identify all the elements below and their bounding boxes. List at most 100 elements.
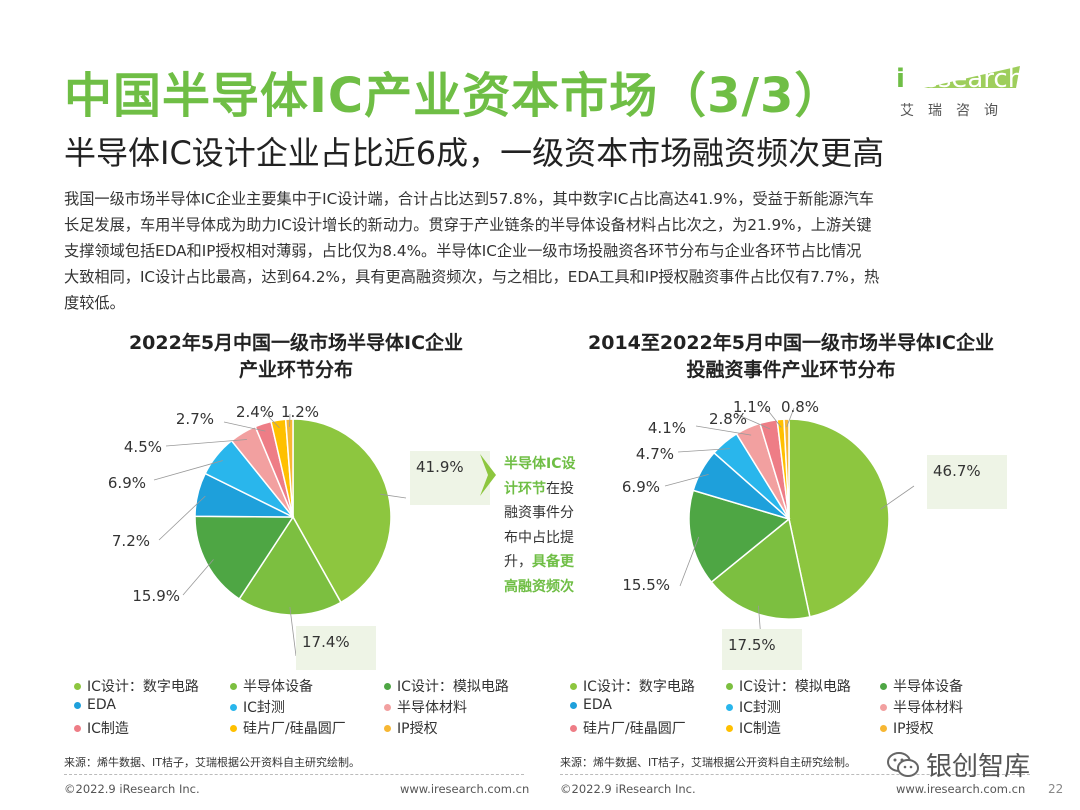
leader-line xyxy=(158,495,206,541)
pie-slice xyxy=(284,418,294,518)
callout-text: 半导体IC设 计环节在投 融资事件分 布中占比提 升，具备更 高融资频次 xyxy=(504,452,584,599)
legend-swatch-icon xyxy=(880,682,887,690)
legend-label: 半导体材料 xyxy=(397,700,467,716)
pie-slice xyxy=(783,418,790,520)
left-chart-legend: IC设计：数字电路 半导体设备 IC设计：模拟电路 EDA IC封测 半导体材料 IC制造 硅… xyxy=(74,676,514,742)
callout-text-part: 布中占比提 xyxy=(504,529,574,546)
legend-item: IC设计：数字电路 xyxy=(74,676,199,696)
left-chart-title: 2022年5月中国一级市场半导体IC企业 产业环节分布 xyxy=(96,330,496,384)
right-chart-legend: IC设计：数字电路 IC设计：模拟电路 半导体设备 EDA IC封测 半导体材料硅片厂/硅… xyxy=(570,676,1010,742)
legend-item: IC封测 xyxy=(726,697,781,717)
leader-line xyxy=(677,448,730,453)
right-site-link[interactable]: www.iresearch.com.cn xyxy=(896,782,1026,796)
legend-swatch-icon xyxy=(74,701,81,709)
right-chart-title: 2014至2022年5月中国一级市场半导体IC企业 投融资事件产业环节分布 xyxy=(556,330,1026,384)
legend-swatch-icon xyxy=(880,724,887,732)
legend-label: IC设计：数字电路 xyxy=(583,679,695,695)
leader-line xyxy=(182,559,214,596)
data-label: 15.5% xyxy=(622,576,670,594)
legend-item: EDA xyxy=(74,697,116,713)
legend-item: 半导体材料 xyxy=(384,697,467,717)
leader-line xyxy=(765,407,782,428)
wechat-icon xyxy=(887,751,919,777)
legend-swatch-icon xyxy=(880,703,887,711)
data-label: 2.4% xyxy=(236,403,274,421)
legend-item: 半导体设备 xyxy=(880,676,963,696)
data-label: 6.9% xyxy=(622,478,660,496)
data-label: 1.2% xyxy=(281,403,319,421)
legend-item: IC设计：模拟电路 xyxy=(726,676,851,696)
data-label: 6.9% xyxy=(108,474,146,492)
leader-line xyxy=(664,473,709,487)
callout-highlight: 计环节 xyxy=(504,480,546,497)
data-label: 17.4% xyxy=(302,633,350,651)
legend-swatch-icon xyxy=(74,682,81,690)
legend-item: 半导体材料 xyxy=(880,697,963,717)
right-source-note: 来源：烯牛数据、IT桔子，艾瑞根据公开资料自主研究绘制。 xyxy=(560,756,856,769)
paragraph-line: 我国一级市场半导体IC企业主要集中于IC设计端，合计占比达到57.8%，其中数字… xyxy=(64,190,874,208)
legend-label: EDA xyxy=(583,697,612,713)
legend-item: IC制造 xyxy=(74,718,129,738)
left-pie-chart: 41.9% 17.4% 15.9% 7.2% 6.9% 4.5% 2.7% 2.4% 1.2% xyxy=(108,403,490,670)
page-number: 22 xyxy=(1048,782,1064,796)
data-label: 7.2% xyxy=(112,532,150,550)
left-site-link[interactable]: www.iresearch.com.cn xyxy=(400,782,530,796)
left-copyright: ©2022.9 iResearch Inc. xyxy=(64,782,200,796)
callout-highlight: 半导体IC设 xyxy=(504,456,576,472)
logo-chinese: 艾瑞咨询 xyxy=(900,103,1012,119)
legend-label: 半导体材料 xyxy=(893,700,963,716)
legend-swatch-icon xyxy=(726,724,733,732)
data-label: 0.8% xyxy=(781,398,819,416)
legend-label: IC封测 xyxy=(739,700,781,716)
legend-label: IC设计：模拟电路 xyxy=(397,679,509,695)
legend-swatch-icon xyxy=(570,724,577,732)
callout-highlight: 具备更 xyxy=(532,554,574,570)
pie-slice xyxy=(710,517,811,620)
legend-label: IP授权 xyxy=(397,721,438,737)
leader-line xyxy=(153,460,223,481)
page-subtitle: 半导体IC设计企业占比近6成，一级资本市场融资频次更高 xyxy=(64,134,885,172)
leader-line xyxy=(289,607,297,657)
legend-item: IC封测 xyxy=(230,697,285,717)
legend-label: IC制造 xyxy=(739,721,781,737)
leader-line xyxy=(165,439,247,447)
left-source-note: 来源：烯牛数据、IT桔子，艾瑞根据公开资料自主研究绘制。 xyxy=(64,756,360,769)
legend-swatch-icon xyxy=(74,724,81,732)
legend-label: IC设计：数字电路 xyxy=(87,679,199,695)
watermark: 银创智库 xyxy=(886,746,1030,783)
legend-item: IP授权 xyxy=(384,718,438,738)
callout-text-part: 融资事件分 xyxy=(504,505,574,521)
legend-label: IP授权 xyxy=(893,721,934,737)
legend-label: 硅片厂/硅晶圆厂 xyxy=(583,721,686,737)
legend-item: 半导体设备 xyxy=(230,676,313,696)
data-label: 1.1% xyxy=(733,398,771,416)
paragraph-line: 长足发展，车用半导体成为助力IC设计增长的新动力。贯穿于产业链条的半导体设备材料… xyxy=(64,216,872,234)
leader-line xyxy=(679,536,700,587)
pie-slice xyxy=(194,515,295,600)
pie-slice xyxy=(688,489,791,584)
data-label: 17.5% xyxy=(728,636,776,654)
data-label: 4.1% xyxy=(648,419,686,437)
legend-swatch-icon xyxy=(230,724,237,732)
legend-label: 硅片厂/硅晶圆厂 xyxy=(243,721,346,737)
pie-slice xyxy=(292,418,392,604)
legend-item: IC制造 xyxy=(726,718,781,738)
leader-line xyxy=(735,413,771,430)
callout-text-part: 升， xyxy=(504,554,532,570)
legend-label: IC封测 xyxy=(243,700,285,716)
legend-swatch-icon xyxy=(384,703,391,711)
pie-slice xyxy=(788,418,890,618)
pie-slice xyxy=(238,515,342,616)
legend-swatch-icon xyxy=(230,703,237,711)
leader-line xyxy=(880,485,915,510)
data-label: 2.8% xyxy=(709,410,747,428)
right-footer-divider xyxy=(560,774,1030,775)
summary-paragraph: 我国一级市场半导体IC企业主要集中于IC设计端，合计占比达到57.8%，其中数字… xyxy=(64,186,1024,316)
legend-label: 半导体设备 xyxy=(893,679,963,695)
right-chart-title-line: 2014至2022年5月中国一级市场半导体IC企业 xyxy=(588,332,994,354)
legend-swatch-icon xyxy=(384,682,391,690)
logo-swoosh-icon xyxy=(924,66,1020,88)
data-label-box xyxy=(296,626,376,670)
right-pie-chart: 46.7% 17.5% 15.5% 6.9% 4.7% 4.1% 2.8%1.1% 0.8% xyxy=(622,398,1007,670)
right-chart-title-line: 投融资事件产业环节分布 xyxy=(686,359,896,381)
